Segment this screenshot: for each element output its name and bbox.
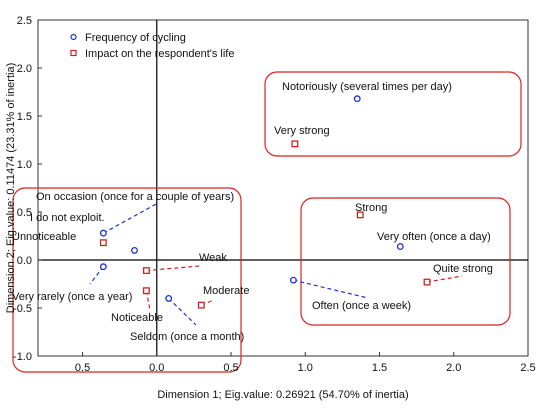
x-tick-label: 1.0 [298,362,313,374]
impact-point [292,141,298,147]
point-label: Strong [355,202,387,214]
frequency-point [132,248,138,254]
legend-square-marker [71,51,76,56]
x-axis-label: Dimension 1; Eig.value: 0.26921 (54.70% … [157,389,408,401]
frequency-point [101,230,107,236]
impact-point [101,240,107,246]
legend-entry: Frequency of cycling [85,32,186,44]
frequency-point [291,277,297,283]
legend-entry: Impact on the respondent's life [85,48,234,60]
y-tick-label: 0.0 [17,255,32,267]
x-tick-label: 2.0 [446,362,461,374]
frequency-point [166,296,172,302]
point-label: Very strong [274,125,330,137]
point-label: Unnoticeable [12,231,76,243]
point-label: Weak [199,252,227,264]
frequency-point [354,96,360,102]
y-tick-label: -1.0 [13,351,32,363]
impact-point [424,279,430,285]
y-tick-label: 0.5 [17,207,32,219]
impact-point [144,268,150,274]
point-label: Seldom (once a month) [130,331,244,343]
y-tick-label: 1.5 [17,111,32,123]
annotation-label: I do not exploit. [30,212,105,224]
legend-circle-marker [71,35,76,40]
point-label: Very rarely (once a year) [12,291,132,303]
point-label: Very often (once a day) [377,231,491,243]
point-label: Notoriously (several times per day) [282,81,452,93]
y-tick-label: 2.0 [17,63,32,75]
x-tick-label: 0.5 [223,362,238,374]
x-tick-label: 0.0 [149,362,164,374]
x-tick-label: 0.5 [75,362,90,374]
point-label: Often (once a week) [312,300,411,312]
x-tick-label: 1.5 [372,362,387,374]
y-axis-label: Dimension 2; Eig.value: 0.11474 (23.31% … [5,63,17,314]
point-label: Quite strong [433,263,493,275]
x-tick-label: 2.5 [520,362,535,374]
point-label: Moderate [203,285,249,297]
y-tick-label: 2.5 [17,15,32,27]
point-label: Noticeable [111,312,163,324]
impact-point [144,288,150,294]
impact-point [199,302,205,308]
frequency-point [398,244,404,250]
frequency-point [101,264,107,270]
point-label: On occasion (once for a couple of years) [36,191,234,203]
y-tick-label: 1.0 [17,159,32,171]
